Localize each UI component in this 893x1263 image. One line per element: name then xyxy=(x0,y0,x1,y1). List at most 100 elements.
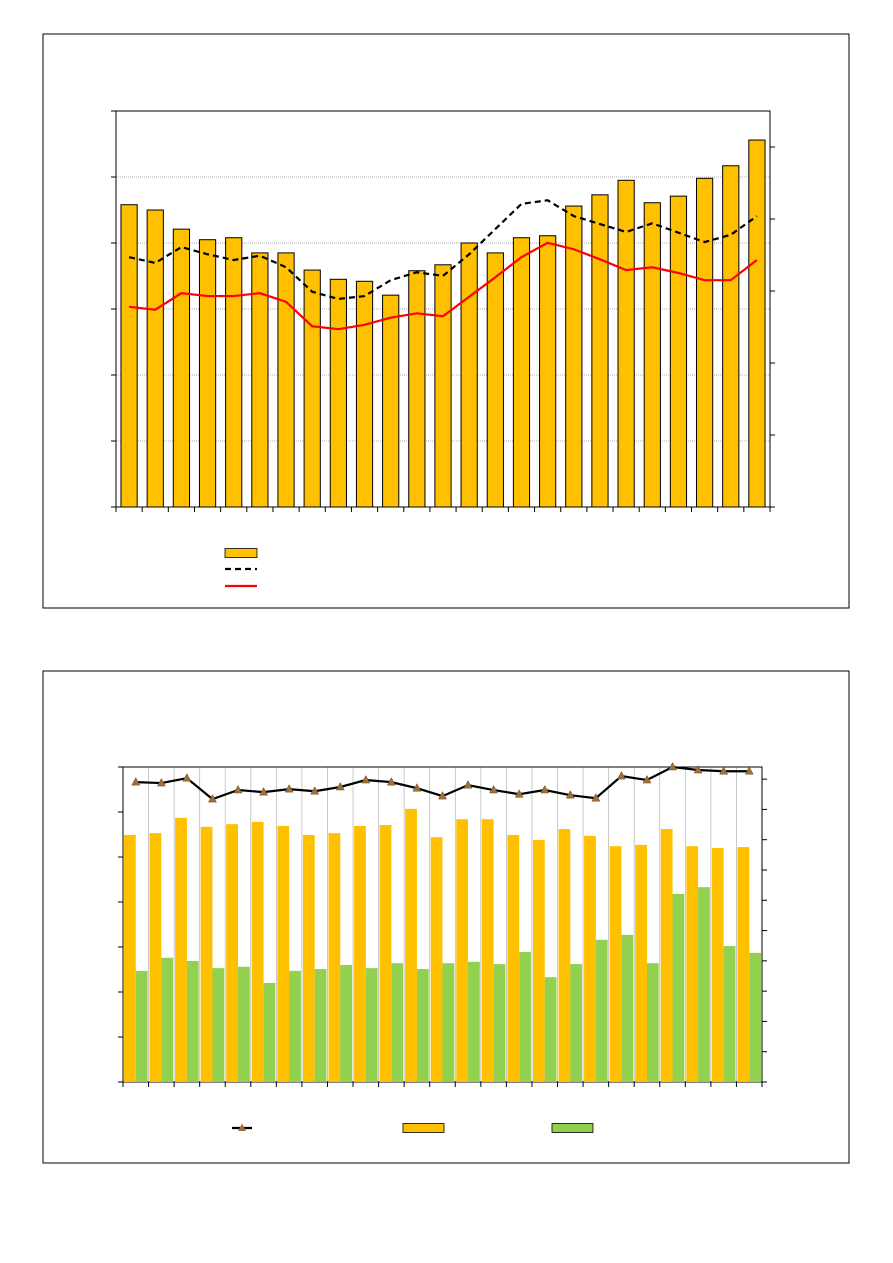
bar xyxy=(609,846,622,1082)
bar xyxy=(251,821,264,1082)
marker xyxy=(208,794,217,803)
bar xyxy=(226,824,239,1082)
bar xyxy=(251,252,269,508)
bar xyxy=(354,825,366,1082)
bar xyxy=(595,939,608,1082)
bar xyxy=(584,835,596,1082)
legend-marker xyxy=(238,1123,246,1131)
bar xyxy=(289,970,301,1082)
marker xyxy=(259,787,268,796)
marker xyxy=(438,791,447,800)
marker xyxy=(284,784,294,793)
bar xyxy=(643,202,661,508)
bar xyxy=(621,934,634,1082)
bar xyxy=(749,952,761,1082)
bar xyxy=(161,957,174,1082)
bar xyxy=(442,963,455,1082)
marker xyxy=(719,766,729,775)
marker xyxy=(156,778,166,787)
bar xyxy=(646,963,659,1082)
bar xyxy=(544,977,557,1082)
bar xyxy=(456,819,469,1082)
bar xyxy=(519,951,531,1082)
marker xyxy=(335,781,345,791)
bar xyxy=(198,239,217,508)
legend-swatch xyxy=(402,1123,445,1133)
marker xyxy=(131,777,141,786)
marker xyxy=(233,784,243,794)
marker xyxy=(514,789,524,798)
bar xyxy=(460,242,478,508)
bar xyxy=(355,280,374,508)
bar xyxy=(686,846,699,1082)
bar xyxy=(486,252,504,508)
marker xyxy=(310,786,320,795)
bar xyxy=(238,966,250,1082)
bar xyxy=(660,829,673,1082)
bar xyxy=(365,968,378,1082)
marker xyxy=(668,761,677,771)
bar xyxy=(481,819,494,1082)
bar xyxy=(146,209,164,508)
bar xyxy=(416,969,429,1082)
bar xyxy=(175,817,187,1082)
bar xyxy=(669,195,688,508)
marker xyxy=(565,790,575,799)
bar xyxy=(225,237,243,508)
bar xyxy=(277,825,290,1082)
line xyxy=(128,241,758,331)
bar xyxy=(200,826,213,1082)
bar xyxy=(430,837,443,1082)
bar xyxy=(723,946,736,1082)
bar xyxy=(329,278,347,508)
marker xyxy=(693,764,703,774)
bar xyxy=(340,965,353,1082)
legend-swatch xyxy=(224,548,258,558)
marker xyxy=(361,774,371,784)
marker xyxy=(744,766,754,775)
bar xyxy=(135,970,148,1082)
marker xyxy=(463,780,473,789)
bar xyxy=(263,983,276,1082)
bar xyxy=(539,235,557,508)
bar xyxy=(408,270,426,508)
bar xyxy=(617,179,635,508)
bar xyxy=(212,968,225,1082)
bar xyxy=(379,825,392,1082)
bar xyxy=(314,969,327,1082)
marker xyxy=(386,777,396,786)
bar xyxy=(391,963,404,1082)
bar xyxy=(434,264,452,508)
bar xyxy=(493,964,506,1082)
bar xyxy=(698,887,710,1082)
bar xyxy=(149,833,162,1082)
bar xyxy=(186,960,199,1082)
bar xyxy=(711,848,724,1082)
bar xyxy=(591,194,609,508)
marker xyxy=(489,784,499,794)
marker xyxy=(540,784,550,794)
line xyxy=(128,199,758,301)
legend-swatch xyxy=(551,1123,594,1133)
bar xyxy=(405,808,417,1082)
bar xyxy=(722,165,740,508)
bar xyxy=(695,177,714,508)
marker xyxy=(182,773,192,782)
marker xyxy=(617,771,626,780)
bar xyxy=(565,205,583,508)
bar xyxy=(672,893,685,1082)
bar xyxy=(124,834,136,1082)
bar xyxy=(302,834,315,1082)
bar xyxy=(120,204,138,508)
bar xyxy=(507,834,520,1082)
marker xyxy=(642,774,652,784)
bar xyxy=(172,228,191,508)
bar xyxy=(303,269,321,508)
bar xyxy=(635,844,647,1082)
bar xyxy=(570,964,583,1082)
bar xyxy=(468,961,480,1082)
bar xyxy=(558,829,571,1082)
chart-frame xyxy=(42,670,850,1164)
